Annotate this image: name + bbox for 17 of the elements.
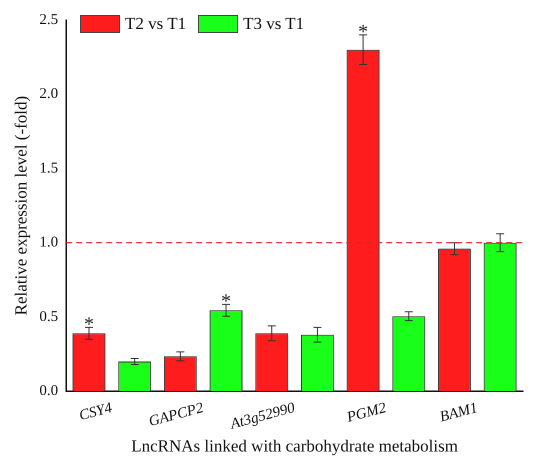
y-tick-label: 0.5 [39,308,58,325]
y-tick-label: 2.5 [39,12,58,28]
legend-label: T3 vs T1 [243,14,304,34]
y-tick-label: 0.0 [39,383,58,400]
legend-label: T2 vs T1 [125,14,186,34]
data-label: * [358,21,368,44]
x-axis-title: LncRNAs linked with carbohydrate metabolism [131,436,458,456]
x-tick-label: CSY4 [78,400,114,424]
x-tick-label: PGM2 [344,400,388,426]
x-tick-label: BAM1 [438,400,480,426]
y-tick-label: 1.0 [39,234,58,251]
y-tick-label: 1.5 [39,160,58,176]
data-label: * [221,290,232,313]
y-tick-label: 2.0 [39,86,58,102]
data-label: * [84,314,94,336]
y-axis-title: Relative expression level (-fold) [12,96,31,316]
x-tick-label: GAPCP2 [147,400,206,430]
